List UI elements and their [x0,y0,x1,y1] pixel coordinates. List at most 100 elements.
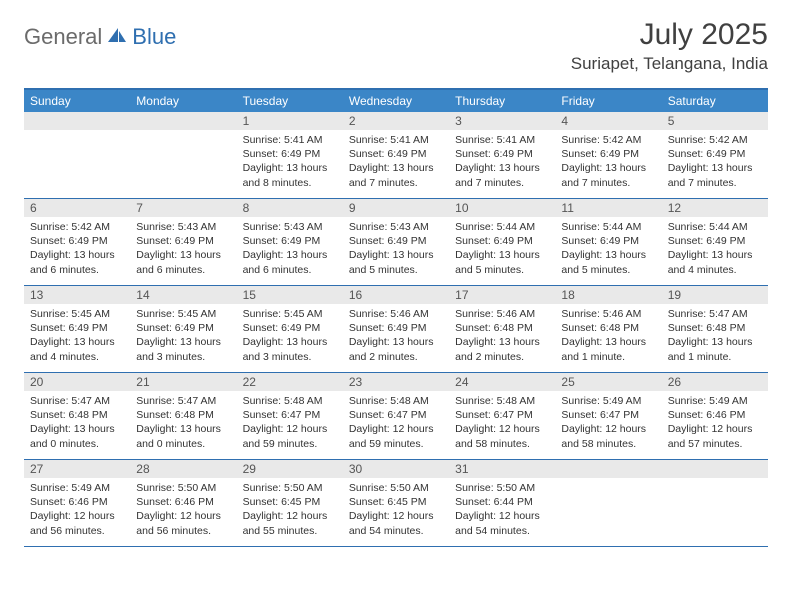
location-text: Suriapet, Telangana, India [571,54,768,74]
day-cell: 6Sunrise: 5:42 AMSunset: 6:49 PMDaylight… [24,199,130,285]
day-cell: 30Sunrise: 5:50 AMSunset: 6:45 PMDayligh… [343,460,449,546]
day-cell: 13Sunrise: 5:45 AMSunset: 6:49 PMDayligh… [24,286,130,372]
logo-text-general: General [24,24,102,50]
day-body: Sunrise: 5:41 AMSunset: 6:49 PMDaylight:… [343,130,449,194]
day-cell: 15Sunrise: 5:45 AMSunset: 6:49 PMDayligh… [237,286,343,372]
day-cell: 31Sunrise: 5:50 AMSunset: 6:44 PMDayligh… [449,460,555,546]
day-body: Sunrise: 5:50 AMSunset: 6:46 PMDaylight:… [130,478,236,542]
day-cell: 5Sunrise: 5:42 AMSunset: 6:49 PMDaylight… [662,112,768,198]
day-body: Sunrise: 5:47 AMSunset: 6:48 PMDaylight:… [130,391,236,455]
day-body: Sunrise: 5:50 AMSunset: 6:45 PMDaylight:… [343,478,449,542]
day-body: Sunrise: 5:42 AMSunset: 6:49 PMDaylight:… [555,130,661,194]
day-number: 29 [237,460,343,478]
day-number: 31 [449,460,555,478]
day-body: Sunrise: 5:46 AMSunset: 6:48 PMDaylight:… [449,304,555,368]
day-body: Sunrise: 5:42 AMSunset: 6:49 PMDaylight:… [24,217,130,281]
week-row: 13Sunrise: 5:45 AMSunset: 6:49 PMDayligh… [24,286,768,373]
day-number: 27 [24,460,130,478]
day-cell: 17Sunrise: 5:46 AMSunset: 6:48 PMDayligh… [449,286,555,372]
day-number: 21 [130,373,236,391]
day-cell: 14Sunrise: 5:45 AMSunset: 6:49 PMDayligh… [130,286,236,372]
week-row: 6Sunrise: 5:42 AMSunset: 6:49 PMDaylight… [24,199,768,286]
day-cell: 28Sunrise: 5:50 AMSunset: 6:46 PMDayligh… [130,460,236,546]
day-body: Sunrise: 5:45 AMSunset: 6:49 PMDaylight:… [237,304,343,368]
day-cell: 10Sunrise: 5:44 AMSunset: 6:49 PMDayligh… [449,199,555,285]
day-cell: 22Sunrise: 5:48 AMSunset: 6:47 PMDayligh… [237,373,343,459]
day-number: 17 [449,286,555,304]
day-cell: 1Sunrise: 5:41 AMSunset: 6:49 PMDaylight… [237,112,343,198]
day-number: 19 [662,286,768,304]
day-header: Thursday [449,90,555,112]
day-number: 6 [24,199,130,217]
day-number: 16 [343,286,449,304]
day-body: Sunrise: 5:41 AMSunset: 6:49 PMDaylight:… [237,130,343,194]
logo-sail-icon [106,26,128,49]
day-body: Sunrise: 5:47 AMSunset: 6:48 PMDaylight:… [662,304,768,368]
day-body: Sunrise: 5:43 AMSunset: 6:49 PMDaylight:… [237,217,343,281]
day-cell [24,112,130,198]
day-body: Sunrise: 5:44 AMSunset: 6:49 PMDaylight:… [449,217,555,281]
day-body: Sunrise: 5:42 AMSunset: 6:49 PMDaylight:… [662,130,768,194]
day-cell [130,112,236,198]
day-body: Sunrise: 5:43 AMSunset: 6:49 PMDaylight:… [343,217,449,281]
day-cell [662,460,768,546]
day-number: 3 [449,112,555,130]
day-number: 2 [343,112,449,130]
day-body: Sunrise: 5:46 AMSunset: 6:48 PMDaylight:… [555,304,661,368]
day-cell: 21Sunrise: 5:47 AMSunset: 6:48 PMDayligh… [130,373,236,459]
day-number: 4 [555,112,661,130]
week-row: 1Sunrise: 5:41 AMSunset: 6:49 PMDaylight… [24,112,768,199]
day-number: 14 [130,286,236,304]
day-body: Sunrise: 5:49 AMSunset: 6:46 PMDaylight:… [24,478,130,542]
logo: General Blue [24,24,176,50]
calendar-grid: SundayMondayTuesdayWednesdayThursdayFrid… [24,88,768,547]
day-number: 22 [237,373,343,391]
day-body: Sunrise: 5:43 AMSunset: 6:49 PMDaylight:… [130,217,236,281]
day-cell: 16Sunrise: 5:46 AMSunset: 6:49 PMDayligh… [343,286,449,372]
day-cell: 9Sunrise: 5:43 AMSunset: 6:49 PMDaylight… [343,199,449,285]
day-number-empty [24,112,130,130]
day-cell: 19Sunrise: 5:47 AMSunset: 6:48 PMDayligh… [662,286,768,372]
day-header: Tuesday [237,90,343,112]
day-body: Sunrise: 5:45 AMSunset: 6:49 PMDaylight:… [130,304,236,368]
day-body: Sunrise: 5:44 AMSunset: 6:49 PMDaylight:… [662,217,768,281]
page-header: General Blue July 2025 Suriapet, Telanga… [24,18,768,74]
day-number: 9 [343,199,449,217]
day-header: Friday [555,90,661,112]
day-number: 5 [662,112,768,130]
day-cell: 23Sunrise: 5:48 AMSunset: 6:47 PMDayligh… [343,373,449,459]
day-number: 26 [662,373,768,391]
day-number: 13 [24,286,130,304]
title-block: July 2025 Suriapet, Telangana, India [571,18,768,74]
day-number: 28 [130,460,236,478]
day-body: Sunrise: 5:48 AMSunset: 6:47 PMDaylight:… [449,391,555,455]
day-number: 1 [237,112,343,130]
day-cell: 11Sunrise: 5:44 AMSunset: 6:49 PMDayligh… [555,199,661,285]
weeks-container: 1Sunrise: 5:41 AMSunset: 6:49 PMDaylight… [24,112,768,547]
day-number: 15 [237,286,343,304]
week-row: 27Sunrise: 5:49 AMSunset: 6:46 PMDayligh… [24,460,768,547]
day-header-row: SundayMondayTuesdayWednesdayThursdayFrid… [24,90,768,112]
day-body: Sunrise: 5:50 AMSunset: 6:44 PMDaylight:… [449,478,555,542]
day-body: Sunrise: 5:44 AMSunset: 6:49 PMDaylight:… [555,217,661,281]
day-number: 25 [555,373,661,391]
day-number: 20 [24,373,130,391]
day-number: 11 [555,199,661,217]
day-body: Sunrise: 5:49 AMSunset: 6:47 PMDaylight:… [555,391,661,455]
day-number: 23 [343,373,449,391]
logo-text-blue: Blue [132,24,176,50]
day-cell: 2Sunrise: 5:41 AMSunset: 6:49 PMDaylight… [343,112,449,198]
day-cell: 25Sunrise: 5:49 AMSunset: 6:47 PMDayligh… [555,373,661,459]
day-body: Sunrise: 5:47 AMSunset: 6:48 PMDaylight:… [24,391,130,455]
day-cell: 12Sunrise: 5:44 AMSunset: 6:49 PMDayligh… [662,199,768,285]
calendar-page: General Blue July 2025 Suriapet, Telanga… [0,0,792,565]
day-cell: 7Sunrise: 5:43 AMSunset: 6:49 PMDaylight… [130,199,236,285]
day-body: Sunrise: 5:48 AMSunset: 6:47 PMDaylight:… [237,391,343,455]
day-body: Sunrise: 5:48 AMSunset: 6:47 PMDaylight:… [343,391,449,455]
day-body: Sunrise: 5:49 AMSunset: 6:46 PMDaylight:… [662,391,768,455]
day-body: Sunrise: 5:50 AMSunset: 6:45 PMDaylight:… [237,478,343,542]
day-header: Sunday [24,90,130,112]
day-body: Sunrise: 5:41 AMSunset: 6:49 PMDaylight:… [449,130,555,194]
week-row: 20Sunrise: 5:47 AMSunset: 6:48 PMDayligh… [24,373,768,460]
day-number-empty [662,460,768,478]
